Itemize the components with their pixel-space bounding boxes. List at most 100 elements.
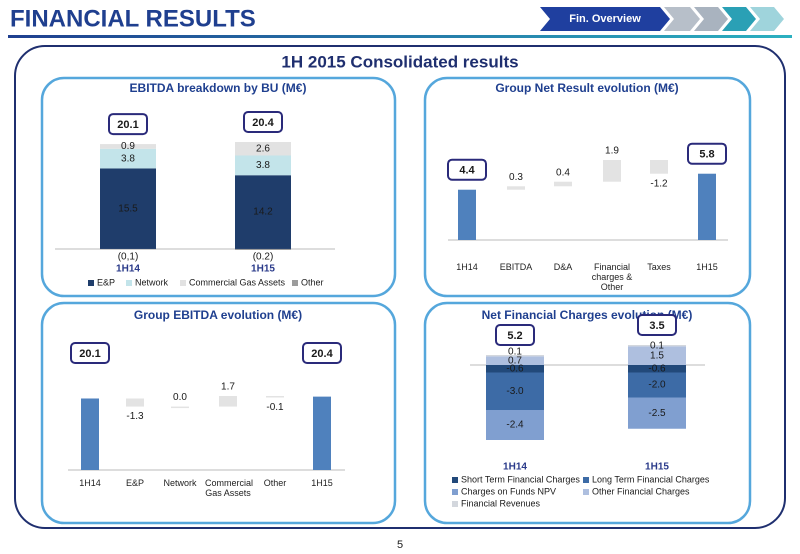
segment-label: 2.6 [256, 143, 270, 154]
legend-swatch [292, 280, 298, 286]
segment-label: 3.8 [121, 153, 135, 164]
panel [40, 76, 397, 298]
legend-swatch [452, 489, 458, 495]
legend-swatch [180, 280, 186, 286]
total-box [495, 324, 535, 346]
legend-label: Financial Revenues [461, 498, 541, 508]
bar-segment [235, 175, 291, 249]
legend-label: Charges on Funds NPV [461, 486, 556, 496]
total-label: 20.4 [311, 348, 333, 360]
chart-title: Group EBITDA evolution (M€) [134, 308, 302, 322]
legend-swatch [88, 280, 94, 286]
total-box [108, 113, 148, 136]
value-label: 1.7 [221, 382, 235, 393]
segment-label: -0.6 [648, 363, 666, 374]
page-title: FINANCIAL RESULTS [10, 5, 256, 32]
bar-segment [100, 248, 156, 250]
segment-label: -2.0 [648, 380, 666, 391]
legend-swatch [452, 477, 458, 483]
category-label: 1H14 [79, 478, 101, 488]
segment-label: -2.5 [648, 408, 666, 419]
bar-segment [486, 372, 544, 410]
total-label: 20.4 [252, 117, 274, 129]
category-label: 1H14 [503, 462, 527, 473]
category-label: D&A [553, 262, 573, 272]
bar-segment [100, 148, 156, 169]
total-bar [698, 173, 716, 240]
bar-segment [100, 168, 156, 249]
category-label: E&P [125, 478, 144, 488]
legend-swatch [126, 280, 132, 286]
delta-bar [507, 186, 525, 190]
bar-segment [486, 410, 544, 440]
legend-label: Commercial Gas Assets [189, 277, 286, 287]
category-label: Network [163, 478, 197, 488]
total-bar [81, 398, 99, 470]
segment-label: 0.1 [650, 340, 664, 351]
value-label: -1.3 [126, 411, 144, 422]
delta-bar [650, 160, 668, 174]
segment-label: -3.0 [506, 386, 524, 397]
total-bar [458, 189, 476, 240]
delta-bar [219, 396, 237, 407]
legend-label: Network [135, 277, 169, 287]
segment-label: 14.2 [253, 207, 273, 218]
header-rule [8, 35, 792, 38]
category-label: Commercial Gas Assets [205, 478, 254, 498]
total-label: 5.2 [507, 330, 522, 342]
page-number: 5 [397, 539, 403, 551]
legend-swatch [583, 489, 589, 495]
total-label: 3.5 [649, 320, 664, 332]
section-label: Fin. Overview [569, 13, 641, 25]
bar-segment [486, 365, 544, 373]
category-label: 1H14 [456, 262, 478, 272]
value-label: 0.0 [173, 392, 187, 403]
category-label: 1H15 [645, 462, 669, 473]
segment-label: 1.5 [650, 350, 664, 361]
nav-chevron [722, 7, 756, 31]
legend-label: Short Term Financial Charges [461, 474, 580, 484]
segment-label: 0.7 [508, 355, 522, 366]
bar-segment [628, 372, 686, 398]
nav-chevron [750, 7, 784, 31]
category-label: 1H15 [311, 478, 333, 488]
value-label: -1.2 [650, 178, 668, 189]
total-label: 4.4 [459, 165, 475, 177]
segment-label: 15.5 [118, 203, 138, 214]
bar-segment [628, 397, 686, 429]
segment-label: (0.2) [253, 252, 274, 263]
value-label: 0.3 [509, 172, 523, 183]
nav-chevron [664, 7, 700, 31]
value-label: 1.9 [605, 146, 619, 157]
subtitle: 1H 2015 Consolidated results [281, 52, 518, 71]
segment-label: 0.1 [508, 346, 522, 357]
nav-chevron [694, 7, 728, 31]
category-label: 1H15 [696, 262, 718, 272]
bar-segment [235, 248, 291, 250]
legend-swatch [583, 477, 589, 483]
bar-segment [486, 356, 544, 365]
segment-label: -2.4 [506, 420, 524, 431]
value-label: -0.1 [266, 402, 284, 413]
segment-label: -0.6 [506, 363, 524, 374]
delta-bar [126, 398, 144, 407]
delta-bar [171, 406, 189, 409]
category-label: Other [263, 478, 287, 488]
value-label: 0.4 [556, 167, 570, 178]
category-label: Financial charges & Other [591, 262, 633, 292]
bar-segment [628, 345, 686, 347]
category-label: EBITDA [499, 262, 533, 272]
bar-segment [100, 144, 156, 149]
chart-title: Group Net Result evolution (M€) [495, 81, 678, 95]
total-box [447, 158, 487, 181]
total-box [243, 111, 283, 133]
legend-label: E&P [97, 277, 115, 287]
delta-bar [266, 396, 284, 398]
segment-label: 3.8 [256, 160, 270, 171]
total-label: 20.1 [79, 348, 100, 360]
bar-segment [235, 142, 291, 156]
total-box [687, 142, 727, 165]
total-box [302, 342, 342, 364]
content-frame [14, 45, 786, 529]
